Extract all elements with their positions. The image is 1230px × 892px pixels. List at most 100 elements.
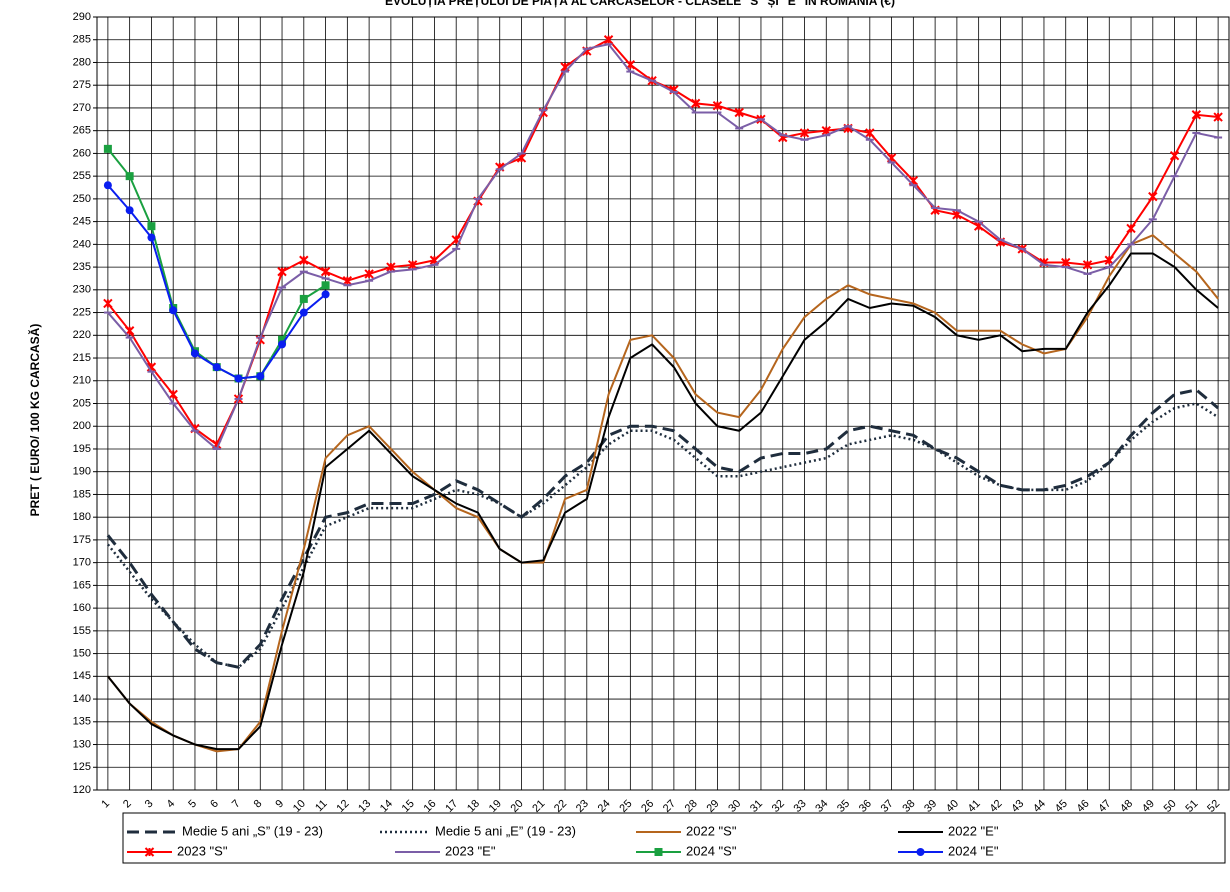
y-tick-label: 140 bbox=[73, 693, 91, 705]
marker bbox=[125, 206, 134, 215]
marker bbox=[212, 363, 221, 372]
legend-label: 2024 "S" bbox=[686, 843, 737, 858]
x-tick-label: 13 bbox=[356, 798, 373, 815]
x-tick-label: 49 bbox=[1140, 798, 1157, 815]
y-axis-label: PRET ( EURO/ 100 KG CARCASĂ) bbox=[27, 324, 42, 517]
y-tick-label: 210 bbox=[73, 375, 91, 387]
y-tick-label: 230 bbox=[73, 284, 91, 296]
x-tick-label: 12 bbox=[334, 798, 351, 815]
marker bbox=[321, 281, 330, 290]
marker bbox=[103, 181, 112, 190]
series-line bbox=[107, 252, 1219, 751]
legend-label: Medie 5 ani „S” (19 - 23) bbox=[182, 823, 323, 838]
x-tick-label: 35 bbox=[835, 798, 852, 815]
marker bbox=[734, 107, 744, 118]
x-tick-label: 21 bbox=[530, 798, 547, 815]
x-tick-label: 4 bbox=[165, 798, 178, 811]
y-tick-label: 180 bbox=[73, 511, 91, 523]
x-tick-label: 51 bbox=[1183, 798, 1200, 815]
x-tick-label: 10 bbox=[291, 798, 308, 815]
y-tick-label: 165 bbox=[73, 579, 91, 591]
series bbox=[107, 252, 1219, 751]
marker bbox=[278, 335, 287, 344]
y-tick-label: 175 bbox=[73, 534, 91, 546]
y-tick-label: 160 bbox=[73, 602, 91, 614]
marker bbox=[190, 349, 199, 358]
marker bbox=[1061, 257, 1071, 268]
x-tick-label: 29 bbox=[704, 798, 721, 815]
marker bbox=[299, 255, 309, 265]
x-tick-label: 39 bbox=[922, 798, 939, 815]
y-tick-label: 270 bbox=[73, 102, 91, 114]
series bbox=[107, 234, 1219, 753]
legend-label: 2022 "S" bbox=[686, 823, 737, 838]
marker bbox=[321, 290, 330, 299]
marker bbox=[146, 362, 157, 372]
x-tick-label: 33 bbox=[792, 798, 809, 815]
legend-label: 2023 "S" bbox=[177, 843, 228, 858]
x-tick-label: 16 bbox=[421, 798, 438, 815]
series bbox=[103, 181, 330, 383]
marker bbox=[1126, 223, 1136, 234]
marker bbox=[144, 847, 155, 857]
x-tick-label: 27 bbox=[661, 798, 678, 815]
x-tick-label: 45 bbox=[1053, 798, 1070, 815]
x-tick-label: 43 bbox=[1009, 798, 1026, 815]
y-tick-label: 285 bbox=[73, 34, 91, 46]
series-line bbox=[107, 43, 1219, 451]
marker bbox=[690, 98, 701, 109]
series bbox=[106, 388, 1220, 669]
y-tick-label: 195 bbox=[73, 443, 91, 455]
x-tick-label: 34 bbox=[813, 798, 830, 815]
marker bbox=[1191, 110, 1202, 120]
x-tick-label: 50 bbox=[1162, 798, 1179, 815]
y-tick-label: 235 bbox=[73, 261, 91, 273]
marker bbox=[603, 35, 614, 45]
y-tick-label: 245 bbox=[73, 216, 91, 228]
x-tick-label: 22 bbox=[552, 798, 569, 815]
marker bbox=[865, 128, 875, 138]
y-tick-label: 250 bbox=[73, 193, 91, 205]
x-tick-label: 48 bbox=[1118, 798, 1135, 815]
x-tick-label: 7 bbox=[230, 798, 243, 811]
y-tick-label: 135 bbox=[73, 716, 91, 728]
marker bbox=[125, 172, 134, 181]
marker bbox=[364, 269, 374, 279]
y-tick-label: 220 bbox=[73, 329, 91, 341]
y-tick-label: 200 bbox=[73, 420, 91, 432]
series bbox=[103, 43, 1223, 451]
marker bbox=[103, 144, 112, 153]
marker bbox=[169, 306, 178, 315]
marker bbox=[234, 374, 243, 383]
y-tick-label: 225 bbox=[73, 306, 91, 318]
x-tick-label: 8 bbox=[252, 798, 265, 811]
y-tick-label: 280 bbox=[73, 56, 91, 68]
y-tick-label: 255 bbox=[73, 170, 91, 182]
legend-label: 2023 "E" bbox=[445, 843, 496, 858]
legend-box bbox=[122, 812, 1226, 864]
x-tick-label: 31 bbox=[748, 798, 765, 815]
y-tick-label: 260 bbox=[73, 147, 91, 159]
y-tick-label: 150 bbox=[73, 647, 91, 659]
x-tick-label: 17 bbox=[443, 798, 460, 815]
x-tick-label: 2 bbox=[121, 798, 134, 811]
marker bbox=[654, 848, 663, 856]
x-tick-label: 36 bbox=[857, 798, 874, 815]
y-tick-label: 120 bbox=[73, 784, 91, 796]
legend-label: 2024 "E" bbox=[948, 843, 999, 858]
y-tick-label: 275 bbox=[73, 79, 91, 91]
x-tick-label: 14 bbox=[378, 798, 395, 815]
y-tick-label: 145 bbox=[73, 670, 91, 682]
x-tick-label: 20 bbox=[509, 798, 526, 815]
x-tick-label: 24 bbox=[596, 798, 613, 815]
marker bbox=[1169, 150, 1180, 161]
series-line bbox=[107, 234, 1219, 753]
y-tick-label: 265 bbox=[73, 125, 91, 137]
x-tick-label: 5 bbox=[186, 798, 199, 811]
x-tick-label: 40 bbox=[944, 798, 961, 815]
marker bbox=[256, 372, 265, 381]
marker bbox=[712, 100, 723, 111]
x-tick-label: 47 bbox=[1096, 798, 1113, 815]
series-line bbox=[106, 388, 1220, 669]
